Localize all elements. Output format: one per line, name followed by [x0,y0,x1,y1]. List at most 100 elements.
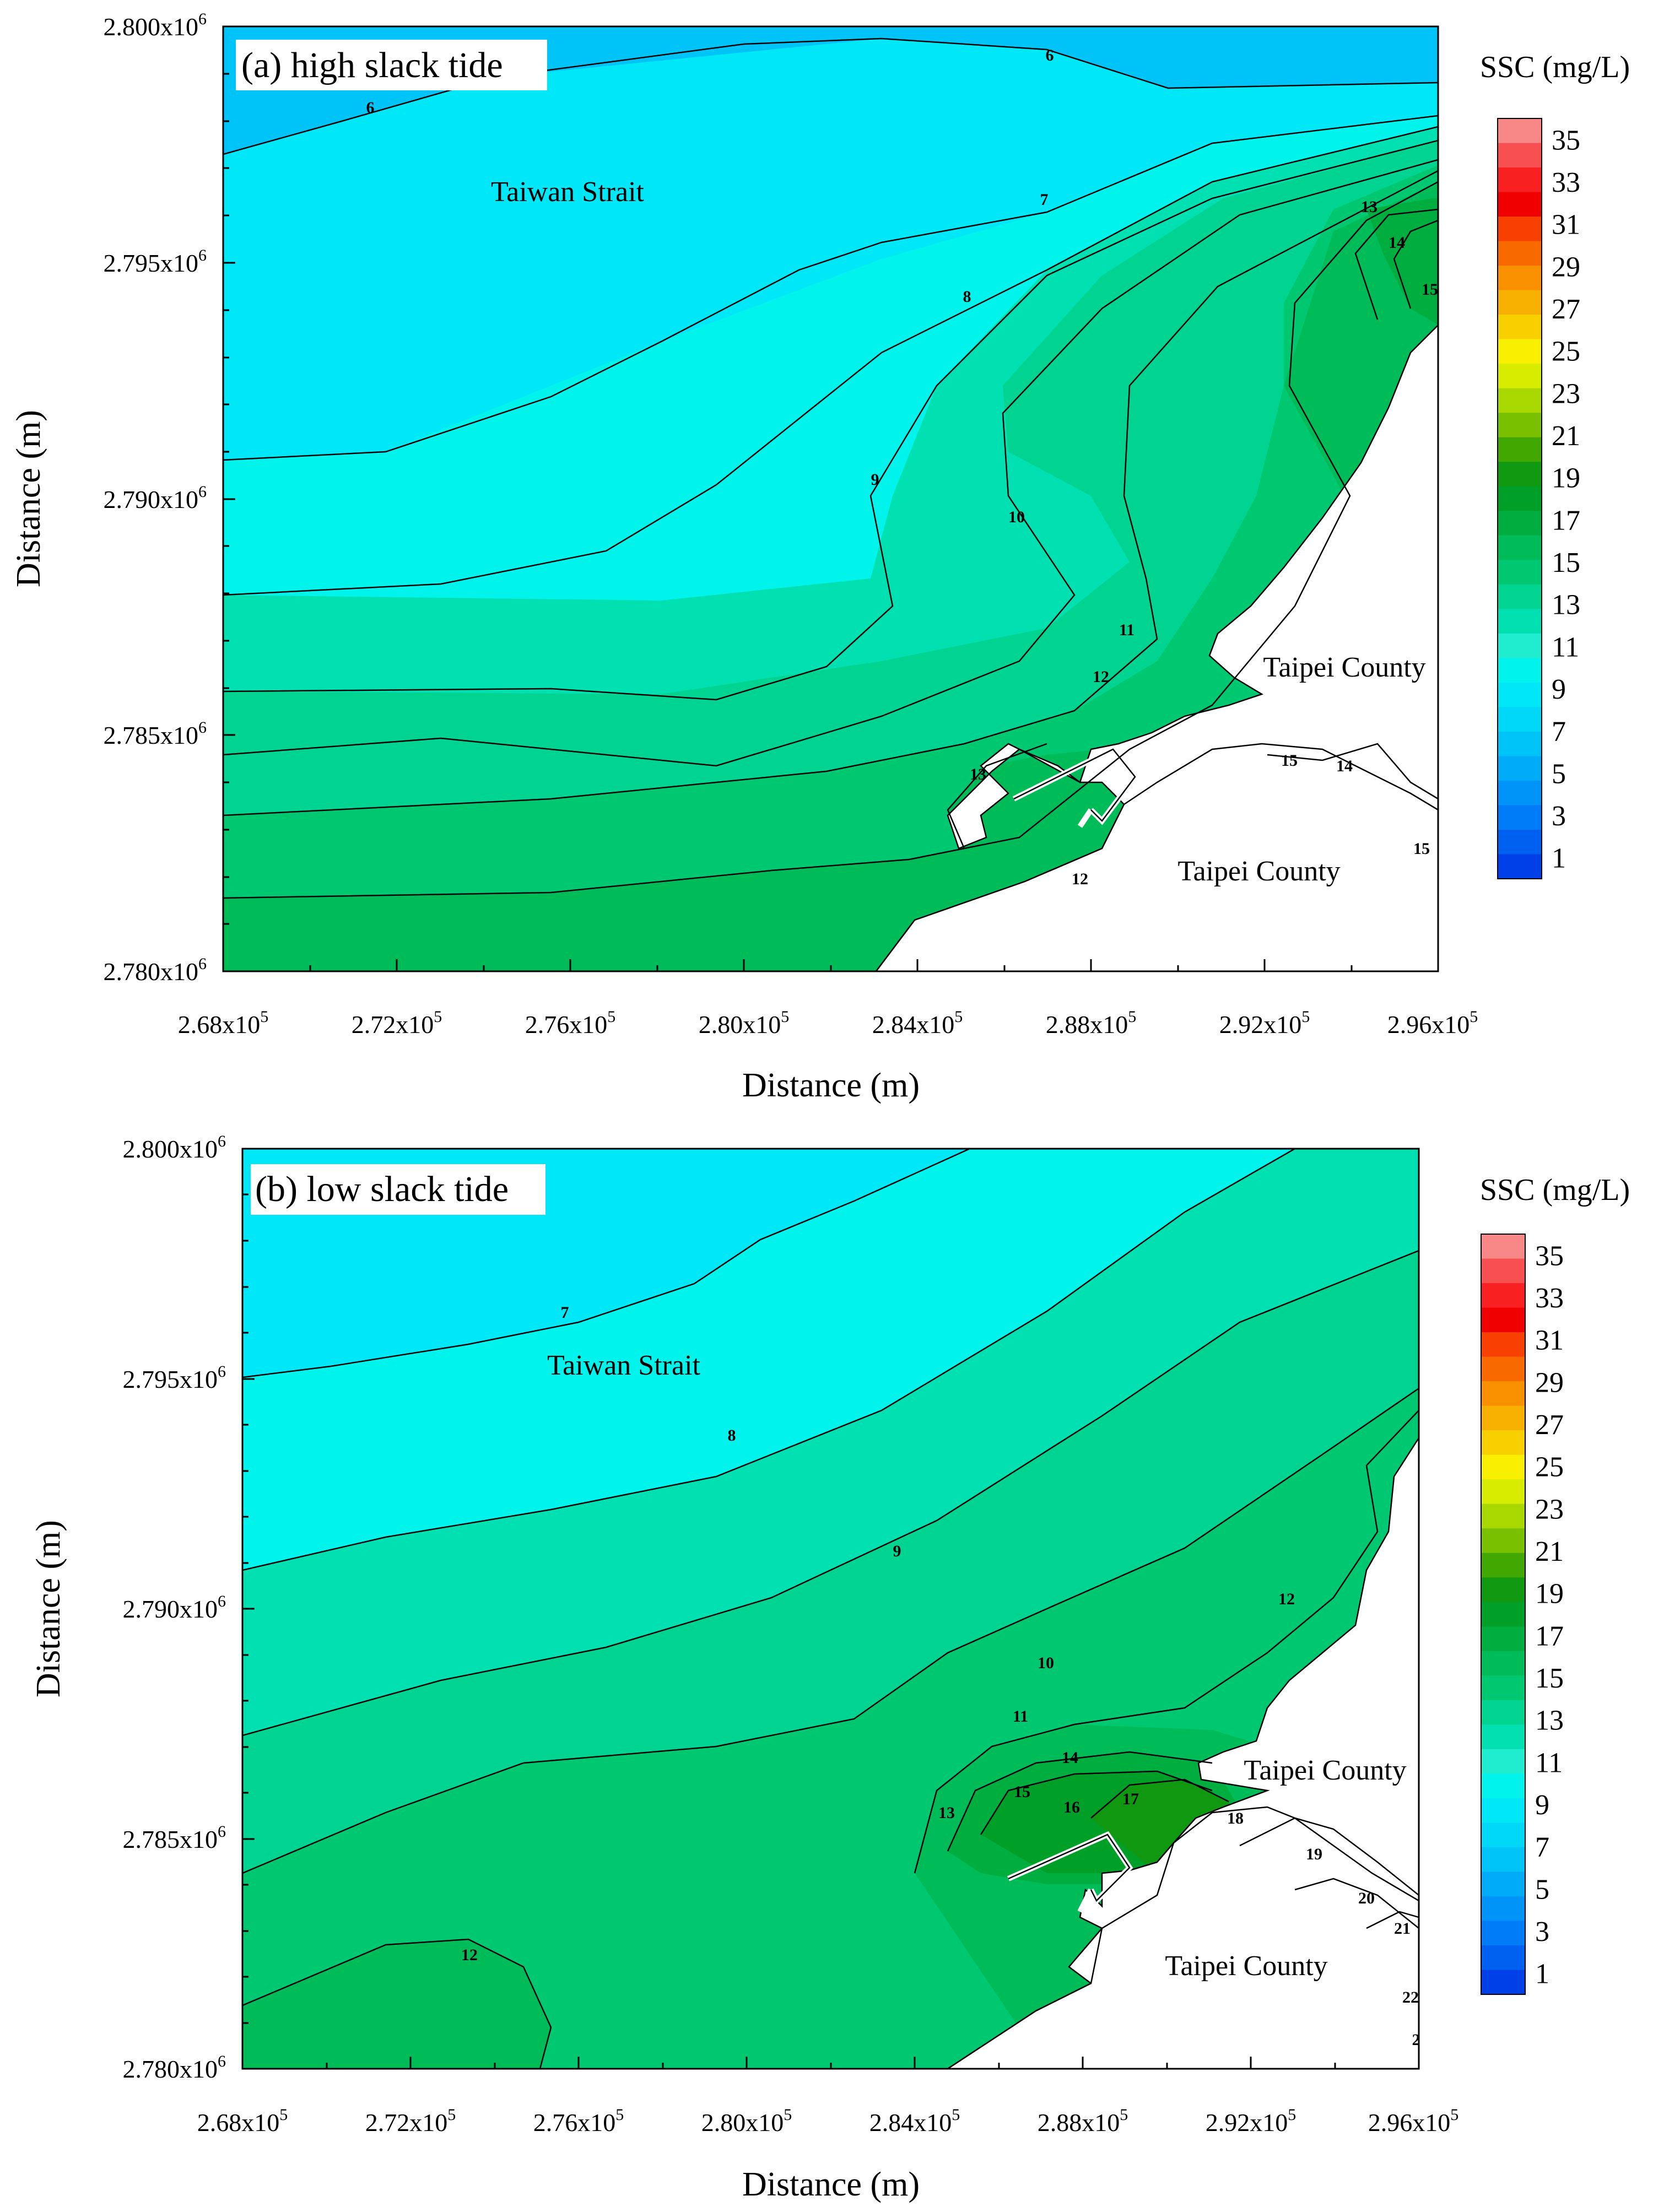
panel-a-y-tick-label: 2.780x106 [104,955,207,986]
colorbar-a-label: 31 [1552,209,1580,241]
colorbar-b-swatch [1481,1307,1525,1333]
panel-a-x-tick-label: 2.84x105 [872,1008,963,1039]
panel-a-contour-line-9 [223,139,1438,701]
panel-b-label-taiwan-strait: Taiwan Strait [547,1350,701,1381]
colorbar-b-swatch [1481,1675,1525,1701]
colorbar-b-swatch [1481,1970,1525,1995]
colorbar-b-swatch [1481,1528,1525,1554]
colorbar-a-swatch [1498,167,1542,193]
colorbar-b-swatch [1481,1872,1525,1897]
panel-a-y-tick-label: 2.790x106 [104,483,207,513]
panel-a-contour-label: 6 [1046,46,1054,64]
colorbar-b-label: 1 [1535,1959,1549,1990]
colorbar-b-label: 3 [1535,1916,1549,1948]
colorbar-a-swatches [1497,118,1542,879]
panel-a-contour-label: 15 [1422,280,1438,299]
panel-b-x-axis-title: Distance (m) [742,2166,920,2203]
panel-b-x-tick-label: 2.92x105 [1206,2106,1297,2137]
panel-a-band-6 [223,39,1438,460]
colorbar-a-label: 29 [1552,251,1580,283]
panel-b-contour-line-9 [242,1250,1419,1737]
colorbar-a-swatch [1498,486,1542,511]
colorbar-b-swatch [1481,1381,1525,1407]
panel-b-label-taipei-county-north: Taipei County [1244,1755,1406,1786]
panel-a-contour-label: 10 [1008,508,1025,526]
colorbar-a-swatch [1498,462,1542,487]
panel-a-contour-line-12 [223,181,1438,899]
colorbar-a-swatch [1498,266,1542,291]
panel-b-x-tick-label: 2.72x105 [365,2106,456,2137]
colorbar-b-swatch [1481,1553,1525,1578]
panel-a-y-tick-label: 2.800x106 [104,10,207,41]
colorbar-a-label: 35 [1552,125,1580,156]
colorbar-b-swatch [1481,1602,1525,1627]
panel-b-contour-line-19 [1239,1817,1419,1896]
colorbar-a-label: 27 [1552,294,1580,325]
panel-a-contour-lines [223,37,1438,899]
colorbar-a-swatch [1498,217,1542,242]
colorbar-b-swatch [1481,1798,1525,1823]
colorbar-b-swatch [1481,1332,1525,1358]
colorbar-b-swatch [1481,1945,1525,1971]
panel-b-title-box [251,1164,545,1215]
colorbar-b-label: 27 [1535,1409,1564,1441]
panel-a-contour-line-7 [223,115,1438,461]
panel-a-label-taipei-county-north: Taipei County [1263,652,1425,683]
colorbar-a-swatch [1498,290,1542,315]
panel-a-title: (a) high slack tide [241,45,503,85]
colorbar-b-swatch [1481,1896,1525,1922]
panel-a-contour-label: 7 [1040,191,1049,209]
colorbar-b-label: 17 [1535,1620,1564,1652]
colorbar-a-swatch [1498,780,1542,806]
colorbar-a-swatch [1498,364,1542,389]
panel-a-y-ticks [223,25,235,972]
colorbar-b-label: 35 [1535,1240,1564,1272]
panel-b-x-ticks [241,2057,1420,2069]
colorbar-a-swatch [1498,511,1542,536]
colorbar-b-label: 33 [1535,1283,1564,1314]
panel-a-y-tick-label: 2.785x106 [104,718,207,749]
panel-a-x-tick-label: 2.76x105 [525,1008,616,1039]
panel-b-contour-label: 8 [728,1426,736,1445]
panel-b: 7 8 9 10 11 12 12 13 14 15 16 17 18 19 2… [30,1132,1458,2203]
colorbar-b-swatch [1481,1700,1525,1725]
colorbar-a-swatch [1498,118,1542,144]
panel-a-contour-label: 14 [1336,757,1353,775]
panel-b-contour-line-12 [914,1410,1419,1874]
panel-b-contour-label: 22 [1402,1988,1419,2007]
colorbar-a-swatch [1498,339,1542,364]
panel-b-contour-label: 12 [1278,1590,1295,1608]
colorbar-b-swatch [1481,1921,1525,1946]
panel-b-contour-label: 17 [1122,1790,1139,1808]
panel-b-contour-lines [242,1149,1419,2069]
panel-b-contour-label: 10 [1038,1654,1054,1672]
panel-b-contour-label: 15 [1014,1783,1030,1801]
colorbar-b-label: 29 [1535,1367,1564,1398]
panel-b-contour-line-10 [242,1387,1419,1874]
panel-a: 6 6 7 8 9 10 11 12 13 13 14 15 15 14 15 … [10,10,1478,1104]
colorbar-a-label: 25 [1552,336,1580,367]
panel-b-contour-label: 14 [1062,1749,1078,1767]
panel-a-contour-line-15 [1267,743,1438,800]
colorbar-b-label: 9 [1535,1789,1549,1821]
panel-a-x-tick-label: 2.80x105 [699,1008,790,1039]
panel-b-contour-label: 19 [1306,1845,1322,1863]
panel-a-contour-line-8 [223,126,1438,596]
panel-b-label-taipei-county-south: Taipei County [1165,1950,1327,1982]
colorbar-a-swatch [1498,437,1542,462]
panel-b-x-tick-label: 2.84x105 [869,2106,960,2137]
colorbar-a-label: 3 [1552,801,1566,832]
panel-b-x-tick-label: 2.76x105 [533,2106,624,2137]
panel-b-y-tick-label: 2.780x106 [123,2052,226,2083]
panel-a-x-tick-label: 2.96x105 [1387,1008,1478,1039]
colorbar-a-swatch [1498,731,1542,757]
colorbar-a-frame [1497,118,1542,879]
colorbar-a-swatch [1498,682,1542,707]
colorbar-b-swatch [1481,1258,1525,1284]
panel-a-contour-line-10 [223,159,1438,767]
colorbar-a-swatch [1498,535,1542,560]
colorbar-a-label: 17 [1552,505,1580,536]
colorbar-a-label: 15 [1552,547,1580,578]
colorbar-a-swatch [1498,143,1542,168]
